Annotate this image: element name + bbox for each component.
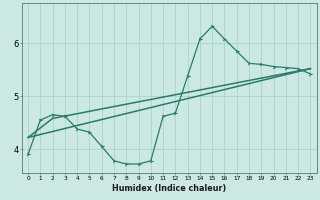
X-axis label: Humidex (Indice chaleur): Humidex (Indice chaleur) bbox=[112, 184, 226, 193]
